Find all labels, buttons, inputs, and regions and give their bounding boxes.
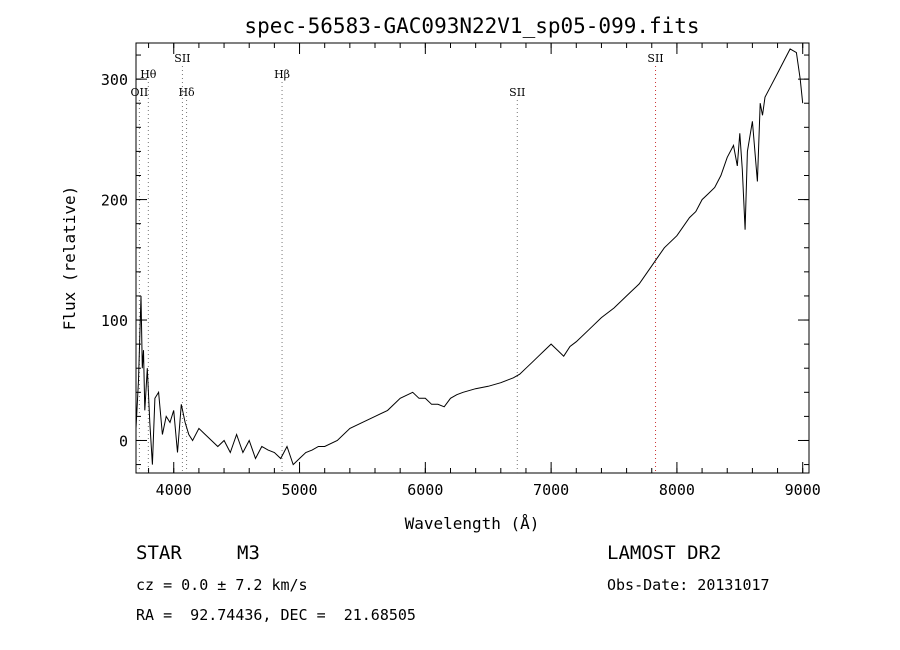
obs-date: Obs-Date: 20131017 <box>607 576 770 594</box>
y-tick-label: 100 <box>101 312 128 330</box>
coordinates: RA = 92.74436, DEC = 21.68505 <box>136 606 416 624</box>
y-tick-label: 200 <box>101 192 128 210</box>
plot-frame <box>135 42 810 474</box>
line-markers: OII Hθ SII Hδ Hβ SII SII <box>131 52 664 473</box>
line-marker-label: Hδ <box>178 86 195 99</box>
object-subclass: M3 <box>237 542 260 564</box>
x-tick-label: 6000 <box>407 481 443 499</box>
line-marker-label: Hθ <box>140 68 157 81</box>
x-tick-label: 9000 <box>785 481 821 499</box>
x-tick-label: 7000 <box>533 481 569 499</box>
line-marker-label: SII <box>509 86 525 99</box>
axes: 4000 5000 6000 7000 8000 9000 0 100 200 300 <box>101 43 821 499</box>
y-tick-label: 0 <box>119 432 128 450</box>
y-axis-label: Flux (relative) <box>60 186 79 331</box>
x-axis-label: Wavelength (Å) <box>405 514 540 533</box>
line-marker-label: Hβ <box>274 68 290 81</box>
spectrum-series-line <box>135 48 804 466</box>
object-type: STAR <box>136 542 182 564</box>
line-marker-label: OII <box>131 86 149 99</box>
line-marker-label: SII <box>647 52 663 65</box>
x-tick-label: 5000 <box>281 481 317 499</box>
x-tick-label: 4000 <box>156 481 192 499</box>
y-tick-label: 300 <box>101 71 128 89</box>
velocity-readout: cz = 0.0 ± 7.2 km/s <box>136 576 308 594</box>
x-tick-label: 8000 <box>659 481 695 499</box>
chart-title: spec-56583-GAC093N22V1_sp05-099.fits <box>244 14 699 38</box>
line-marker-label: SII <box>174 52 190 65</box>
survey-name: LAMOST DR2 <box>607 542 722 564</box>
